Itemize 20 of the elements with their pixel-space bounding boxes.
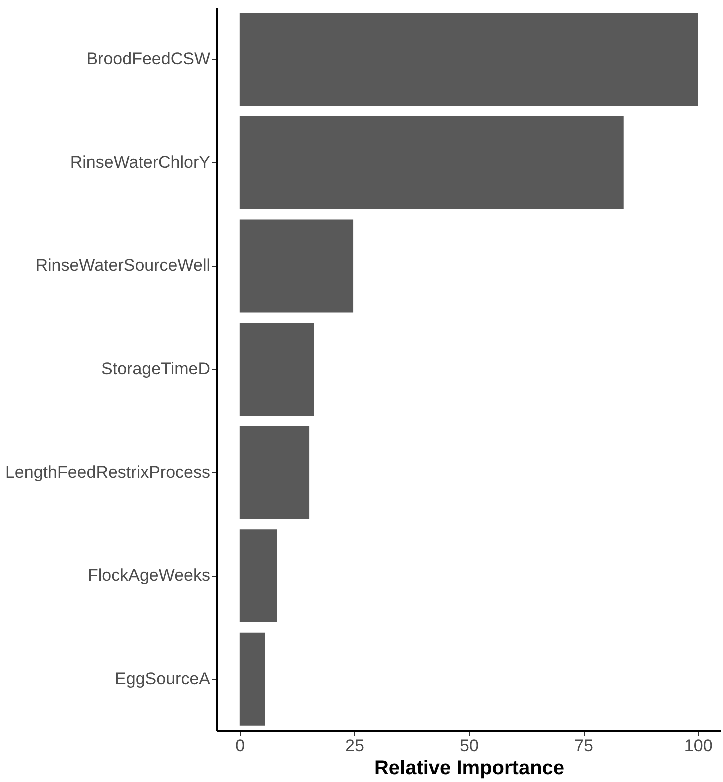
- x-tick-label: 100: [684, 736, 713, 756]
- x-tick-label: 25: [345, 736, 364, 756]
- y-tick-label: EggSourceA: [115, 669, 212, 688]
- bar: [240, 116, 624, 210]
- x-tick-label: 0: [236, 736, 246, 756]
- x-tick-label: 75: [574, 736, 594, 756]
- bar: [240, 632, 266, 726]
- y-tick-label: LengthFeedRestrixProcess: [5, 462, 210, 482]
- x-tick-label: 50: [460, 736, 479, 756]
- y-tick-label: FlockAgeWeeks: [88, 566, 210, 586]
- y-tick-label: RinseWaterChlorY: [70, 152, 210, 172]
- bar: [240, 426, 310, 520]
- bar: [240, 220, 354, 313]
- y-tick-label: StorageTimeD: [102, 360, 210, 378]
- y-tick-label: RinseWaterSourceWell: [36, 256, 210, 276]
- bar: [240, 13, 698, 106]
- y-tick-label: BroodFeedCSW: [86, 50, 210, 69]
- bar: [240, 323, 314, 416]
- bar: [240, 530, 278, 623]
- x-axis-title: Relative Importance: [374, 758, 565, 780]
